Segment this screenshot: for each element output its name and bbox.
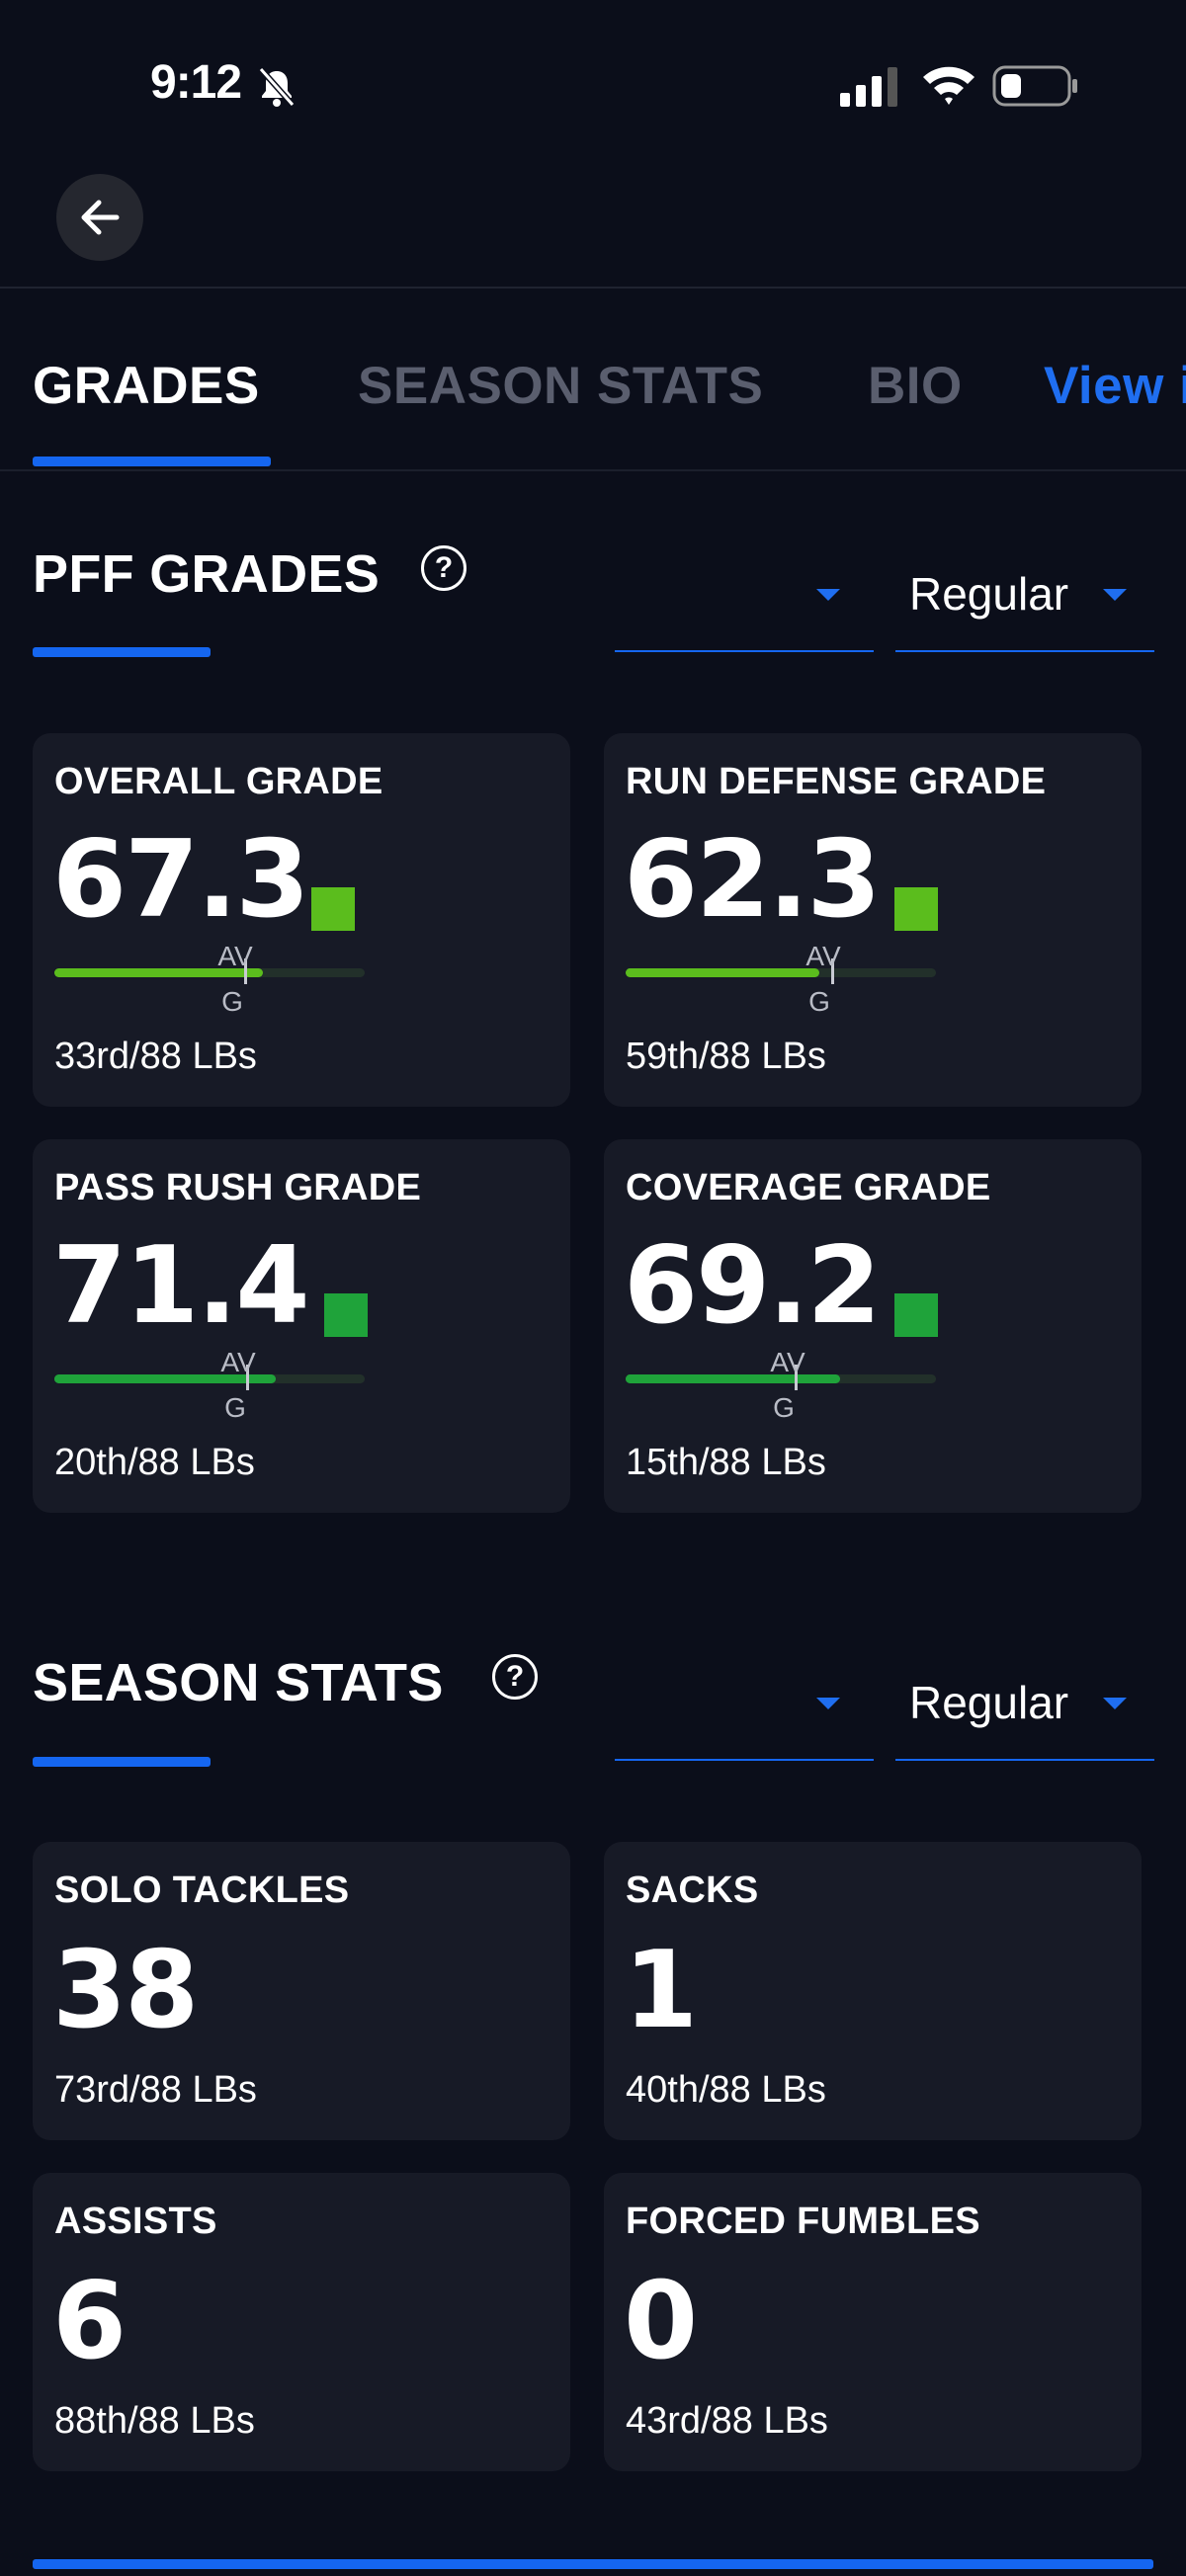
average-marker [831,958,834,984]
card-rank: 15th/88 LBs [626,1442,826,1483]
pff-season-dropdown[interactable] [615,553,874,652]
card-rank: 73rd/88 LBs [54,2069,257,2111]
arrow-left-icon [81,200,120,235]
cellular-signal-icon [840,67,897,107]
card-value: 0 [624,2260,698,2383]
season-stats-title: SEASON STATS [33,1653,444,1712]
grade-card[interactable]: COVERAGE GRADE 69.2 AV G 15th/88 LBs [604,1139,1142,1513]
average-label: AV [805,941,841,971]
average-label: AV [217,941,253,971]
grade-bar-fill [54,1374,277,1383]
season-stats-help-icon[interactable]: ? [492,1654,538,1700]
grade-card[interactable]: OVERALL GRADE 67.3 AV G 33rd/88 LBs [33,733,570,1107]
card-value: 1 [624,1929,698,2052]
card-value: 69.2 [624,1224,881,1348]
caret-down-icon [1103,589,1127,601]
caret-down-icon [816,1698,840,1709]
tab-view[interactable]: View i [1044,357,1186,415]
card-rank: 33rd/88 LBs [54,1036,257,1077]
stats-game-type-dropdown[interactable]: Regular [895,1662,1154,1761]
average-label: G [224,1392,246,1423]
stat-card[interactable]: SACKS 1 40th/88 LBs [604,1842,1142,2140]
tab-bio[interactable]: BIO [868,357,963,415]
dropdown-underline [615,650,874,652]
dropdown-underline [895,650,1154,652]
caret-down-icon [1103,1698,1127,1709]
grade-bar-track [626,1374,936,1383]
card-label: SACKS [626,1870,759,1911]
tab-season-stats[interactable]: SEASON STATS [358,357,764,415]
pff-grades-underline [33,647,211,657]
dropdown-underline [895,1759,1154,1761]
average-label: AV [770,1347,805,1377]
grade-bar-track [54,968,365,977]
season-stats-underline [33,1757,211,1767]
grade-bar-fill [54,968,264,977]
stat-card[interactable]: SOLO TACKLES 38 73rd/88 LBs [33,1842,570,2140]
card-label: RUN DEFENSE GRADE [626,761,1047,802]
grade-bar-track [54,1374,365,1383]
average-label: G [808,986,830,1017]
grade-card[interactable]: RUN DEFENSE GRADE 62.3 AV G 59th/88 LBs [604,733,1142,1107]
grade-color-indicator [324,1293,368,1337]
pff-grades-title: PFF GRADES [33,544,381,604]
average-marker [246,1365,249,1390]
grade-bar-track [626,968,936,977]
grade-bar-fill [626,968,819,977]
card-label: ASSISTS [54,2201,217,2242]
card-rank: 20th/88 LBs [54,1442,255,1483]
pff-game-type-dropdown[interactable]: Regular [895,553,1154,652]
section-indicator-bar [33,2559,1153,2569]
stat-card[interactable]: ASSISTS 6 88th/88 LBs [33,2173,570,2471]
card-value: 71.4 [52,1224,309,1348]
card-value: 6 [52,2260,127,2383]
caret-down-icon [816,589,840,601]
card-label: FORCED FUMBLES [626,2201,980,2242]
grade-color-indicator [894,887,938,931]
pff-grades-help-icon[interactable]: ? [421,545,466,591]
dropdown-value: Regular [909,1677,1069,1728]
grade-bar-fill [626,1374,841,1383]
header-divider [0,287,1186,289]
grade-color-indicator [311,887,355,931]
grade-card[interactable]: PASS RUSH GRADE 71.4 AV G 20th/88 LBs [33,1139,570,1513]
stats-season-dropdown[interactable] [615,1662,874,1761]
tab-grades[interactable]: GRADES [33,357,260,415]
card-value: 67.3 [52,818,309,942]
card-label: SOLO TACKLES [54,1870,350,1911]
card-rank: 40th/88 LBs [626,2069,826,2111]
stat-card[interactable]: FORCED FUMBLES 0 43rd/88 LBs [604,2173,1142,2471]
dropdown-underline [615,1759,874,1761]
card-value: 62.3 [624,818,881,942]
average-marker [795,1365,798,1390]
card-label: PASS RUSH GRADE [54,1167,422,1208]
back-button[interactable] [56,174,143,261]
card-label: COVERAGE GRADE [626,1167,991,1208]
card-rank: 43rd/88 LBs [626,2400,828,2442]
bell-muted-icon [258,67,296,107]
average-label: G [773,1392,795,1423]
average-label: G [221,986,243,1017]
tabs-divider [0,469,1186,471]
dropdown-value: Regular [909,568,1069,620]
card-rank: 88th/88 LBs [54,2400,255,2442]
active-tab-indicator [33,457,271,466]
card-label: OVERALL GRADE [54,761,383,802]
card-rank: 59th/88 LBs [626,1036,826,1077]
average-label: AV [220,1347,256,1377]
battery-icon [992,65,1077,107]
wifi-icon [923,66,974,105]
average-marker [244,958,247,984]
status-time: 9:12 [150,56,242,109]
card-value: 38 [52,1929,199,2052]
grade-color-indicator [894,1293,938,1337]
